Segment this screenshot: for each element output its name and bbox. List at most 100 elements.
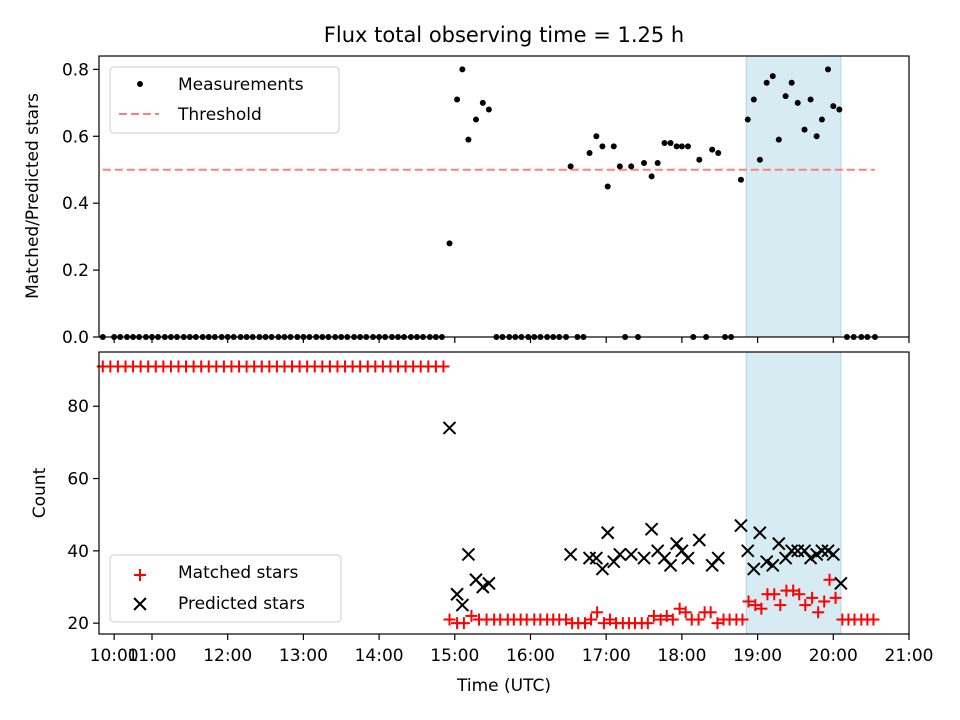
- predicted-star-point: [476, 580, 490, 594]
- measurement-point: [641, 160, 648, 167]
- matched-star-point: [787, 584, 800, 597]
- matched-stars-points: [96, 360, 880, 630]
- x-tick-label: 10:00: [90, 646, 139, 666]
- predicted-star-point: [450, 587, 464, 601]
- measurement-point: [818, 116, 825, 123]
- matched-star-point: [647, 609, 660, 622]
- matched-star-point: [673, 602, 686, 615]
- measurement-point: [459, 66, 466, 73]
- matched-star-point: [806, 591, 819, 604]
- predicted-star-point: [669, 536, 684, 551]
- measurement-point: [794, 99, 801, 106]
- measurement-point: [737, 176, 744, 183]
- x-tick-label: 13:00: [279, 646, 328, 666]
- matched-star-point: [692, 613, 705, 626]
- x-tick-label: 20:00: [809, 646, 858, 666]
- measurement-point: [454, 96, 461, 103]
- predicted-star-point: [711, 551, 725, 565]
- predicted-star-point: [747, 562, 761, 576]
- y-tick-label: 0.6: [62, 127, 89, 147]
- predicted-star-point: [734, 518, 748, 533]
- y-axis-label-top: Matched/Predicted stars: [23, 93, 43, 299]
- predicted-star-point: [613, 547, 627, 562]
- predicted-star-point: [766, 558, 780, 573]
- y-axis-label-bottom: Count: [30, 467, 50, 518]
- matched-star-point: [660, 609, 673, 622]
- measurement-point: [586, 150, 593, 157]
- legend-box-bottom: [109, 554, 342, 623]
- matched-star-point: [603, 613, 616, 626]
- measurement-point: [788, 79, 795, 86]
- measurement-point: [807, 96, 814, 103]
- x-tick-label: 19:00: [733, 646, 782, 666]
- legend-box-top: [109, 66, 340, 134]
- top-panel: Flux total observing time = 1.25 h 0.00.…: [23, 23, 910, 348]
- chart-title: Flux total observing time = 1.25 h: [324, 23, 684, 47]
- matched-star-point: [679, 606, 692, 619]
- y-tick-label: 0.0: [62, 328, 89, 348]
- predicted-star-point: [815, 544, 829, 558]
- measurement-point: [830, 103, 837, 110]
- matched-star-point: [560, 613, 573, 626]
- x-tick-label: 12:00: [203, 646, 252, 666]
- matched-star-point: [774, 599, 787, 612]
- matched-star-point: [641, 617, 654, 630]
- measurement-point: [667, 139, 674, 146]
- x-tick-label: 21:00: [885, 646, 934, 666]
- predicted-star-point: [834, 576, 848, 591]
- measurement-point: [472, 116, 479, 123]
- measurement-point: [661, 139, 668, 146]
- measurement-point: [654, 160, 661, 167]
- predicted-star-point: [461, 547, 476, 562]
- matched-star-point: [443, 613, 456, 626]
- measurement-point: [648, 173, 655, 180]
- x-tick-label: 17:00: [582, 646, 631, 666]
- measurement-point: [465, 136, 472, 143]
- measurement-point: [836, 106, 843, 113]
- y-axis-ticks-bottom: 20 40 60 80: [67, 397, 99, 634]
- measurement-point: [479, 99, 486, 106]
- x-tick-label: 18:00: [657, 646, 706, 666]
- predicted-star-point: [741, 544, 755, 558]
- measurement-point: [446, 240, 453, 247]
- matched-star-point: [823, 573, 836, 586]
- predicted-star-point: [624, 547, 638, 562]
- y-tick-label: 80: [67, 397, 89, 417]
- legend-top: Measurements Threshold: [109, 66, 340, 134]
- predicted-star-point: [826, 547, 841, 562]
- matched-star-point: [768, 588, 781, 601]
- predicted-star-point: [455, 598, 470, 612]
- bottom-panel-frame: [98, 351, 910, 635]
- matched-star-point: [457, 617, 470, 630]
- measurement-point: [616, 163, 623, 170]
- matched-star-point: [711, 617, 724, 630]
- y-axis-ticks-top: 0.0 0.2 0.4 0.6 0.8: [62, 60, 99, 348]
- predicted-star-point: [803, 551, 818, 565]
- y-tick-label: 0.4: [62, 194, 89, 214]
- matched-star-point: [867, 613, 880, 626]
- measurement-point: [485, 106, 492, 113]
- measurement-point: [801, 126, 808, 133]
- measurement-point: [696, 156, 703, 163]
- y-tick-label: 0.8: [62, 60, 89, 80]
- predicted-star-point: [753, 526, 767, 540]
- measurement-point: [684, 143, 691, 150]
- predicted-star-point: [589, 551, 604, 565]
- measurement-point: [593, 133, 600, 140]
- y-tick-label: 40: [67, 542, 89, 562]
- measurement-point: [567, 163, 574, 170]
- predicted-star-point: [442, 421, 457, 435]
- y-tick-label: 0.2: [62, 261, 89, 281]
- measurement-point: [825, 66, 831, 73]
- measurement-point: [673, 143, 680, 150]
- predicted-star-point: [482, 576, 496, 591]
- measurement-point: [709, 146, 716, 153]
- legend-measurements-marker: [137, 81, 143, 87]
- predicted-star-point: [595, 562, 610, 576]
- matched-star-point: [437, 360, 450, 373]
- matched-star-point: [749, 599, 762, 612]
- legend-matched-label: Matched stars: [178, 563, 298, 583]
- measurement-point: [715, 150, 722, 157]
